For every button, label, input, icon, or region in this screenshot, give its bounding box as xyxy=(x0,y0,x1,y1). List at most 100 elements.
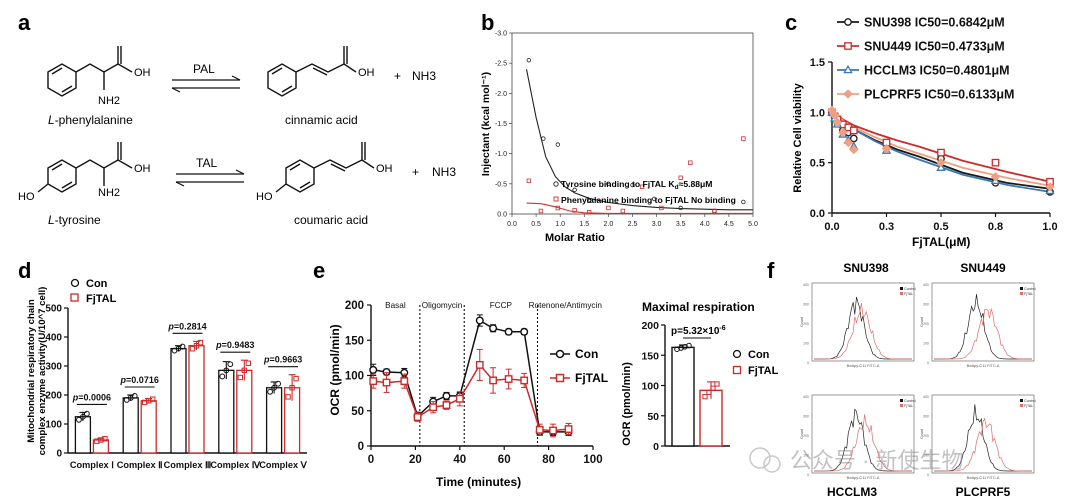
phenylalanine-point xyxy=(620,208,626,214)
fjtal-histogram xyxy=(934,417,1032,472)
tyrosine-point xyxy=(586,198,592,203)
inset-pvalue: p=5.32×10-6 xyxy=(671,325,726,337)
watermark: 公众号 · 新使生物 xyxy=(749,447,964,473)
flow-title-snu398: SNU398 xyxy=(843,261,889,275)
y-tick-label: 150 xyxy=(345,335,364,347)
panel-e-marks xyxy=(369,314,573,438)
x-tick-label: 4.0 xyxy=(700,221,710,228)
wechat-icon-bubble xyxy=(763,455,781,473)
mini-tick-label: 0 xyxy=(807,473,809,477)
tyrosine-point xyxy=(555,142,560,147)
mini-tick-label: 0 xyxy=(927,473,929,477)
mini-legend-fjtal-swatch xyxy=(900,404,903,407)
phenylalanine-nh2: NH2 xyxy=(98,95,120,107)
x-tick-label: 2.5 xyxy=(628,221,638,228)
x-tick-label: 3.0 xyxy=(652,221,662,228)
flow-title-plcprf5: PLCPRF5 xyxy=(956,485,1011,499)
mini-tick-label: 300 xyxy=(923,303,929,307)
panel-f-letter: f xyxy=(767,258,775,283)
product-1-label: cinnamic acid xyxy=(285,113,358,127)
phenylalanine-point xyxy=(678,175,683,180)
product-2-label: coumaric acid xyxy=(294,213,368,227)
mini-ylabel: Count xyxy=(800,428,804,439)
legend-con-label: Con xyxy=(575,347,598,361)
panel-b-legend: Tyrosine binding to FjTAL Kd≈5.88μM Phen… xyxy=(553,179,736,205)
panel-a-letter: a xyxy=(18,10,31,35)
data-point xyxy=(150,396,156,402)
panel-c-ylabel: Relative Cell viability xyxy=(792,82,804,192)
category-label: Complex Ⅳ xyxy=(210,460,260,470)
phenylalanine-point xyxy=(586,209,592,215)
mini-tick-label: 400 xyxy=(803,283,809,287)
byproduct-2: NH3 xyxy=(432,165,456,179)
panel-c-legend: SNU398 IC50=0.6842μM SNU449 IC50=0.4733μM… xyxy=(837,16,1014,102)
tyrosine-point xyxy=(630,182,635,188)
ocr-point-fjtal xyxy=(413,413,422,421)
bar-con xyxy=(122,397,139,454)
phase-label: Rotenone/Antimycin xyxy=(529,301,603,310)
p-value-label: p=0.2814 xyxy=(167,321,206,331)
mini-legend-fjtal: FjTAL xyxy=(1024,292,1033,296)
substrate-2-label: L-tyrosine xyxy=(48,213,101,227)
histogram-frame xyxy=(931,282,1035,362)
coumaric-acid-structure xyxy=(275,142,375,193)
mini-tick-label: 100 xyxy=(923,342,929,346)
phenylalanine-point xyxy=(712,208,717,214)
category-label: Complex Ⅰ xyxy=(70,460,114,470)
tyrosine-nh2: NH2 xyxy=(98,187,120,199)
panel-b-letter: b xyxy=(481,10,494,35)
ocr-point-con xyxy=(504,327,513,336)
data-point xyxy=(271,384,278,391)
panel-d-ylabel-line1: Mitochondrial respiratory chain xyxy=(26,299,37,443)
ocr-point-con xyxy=(475,316,484,325)
legend-phenylalanine-marker xyxy=(553,196,559,202)
inset-axes: 0 50 100 150 200 xyxy=(641,320,730,453)
x-tick-label: 0 xyxy=(368,454,374,466)
fjtal-histogram xyxy=(934,307,1032,360)
point-plcprf5 xyxy=(830,110,840,121)
panel-e-legend: Con FjTAL xyxy=(550,347,608,385)
point-plcprf5 xyxy=(832,117,843,128)
ocr-point-fjtal xyxy=(520,376,529,385)
panel-c-axes: 0.0 0.3 0.5 0.8 1.0 0.0 0.5 1.0 1.5 xyxy=(810,57,1058,233)
panel-d: d Mitochondrial respiratory chain comple… xyxy=(18,258,308,470)
phenylalanine-point xyxy=(572,208,577,213)
mini-legend-fjtal: FjTAL xyxy=(904,292,913,296)
phenylalanine-fit-line xyxy=(526,202,753,214)
data-point xyxy=(193,343,200,349)
mini-tick-label: 300 xyxy=(923,415,929,419)
flow-histogram: 400 300 200 100 0 Bodipy-C11 FITC-A Count Contr… xyxy=(920,282,1036,368)
panel-e-letter: e xyxy=(313,258,325,283)
coumaric-oh: OH xyxy=(376,163,393,175)
data-point xyxy=(179,343,186,350)
inset-point xyxy=(706,389,712,396)
y-tick-label: 100 xyxy=(641,381,659,393)
mini-tick-label: 400 xyxy=(923,283,929,287)
mini-tick-label: 200 xyxy=(923,434,929,438)
phenylalanine-point xyxy=(659,205,664,211)
tyrosine-ho: HO xyxy=(18,191,35,203)
legend-fjtal-label: FjTAL xyxy=(575,371,608,385)
y-tick-label: 300 xyxy=(45,362,62,373)
mini-legend-fjtal-swatch xyxy=(1020,404,1023,407)
bar-fjtal xyxy=(140,400,157,454)
legend-fjtal-marker xyxy=(555,373,565,383)
inset-legend-fjtal-label: FjTAL xyxy=(748,365,779,377)
point-snu398 xyxy=(849,134,858,143)
data-point xyxy=(293,375,299,382)
inset-ylabel: OCR (pmol/min) xyxy=(621,362,633,446)
mini-tick-label: 100 xyxy=(923,454,929,458)
point-snu449 xyxy=(991,158,1000,167)
point-plcprf5 xyxy=(881,143,892,154)
inset-marks xyxy=(671,337,723,447)
ocr-point-fjtal xyxy=(504,375,513,383)
phenylalanine-point xyxy=(688,160,693,165)
tyrosine-fit-line xyxy=(525,69,753,211)
plus-1: + xyxy=(394,69,401,83)
legend-marker-plcprf5 xyxy=(843,89,853,99)
mini-xlabel: Bodipy-C11 FITC-A xyxy=(847,476,880,480)
y-tick-label: 200 xyxy=(345,300,364,312)
enzyme-pal-label: PAL xyxy=(193,62,215,76)
tyrosine-point xyxy=(651,196,657,202)
